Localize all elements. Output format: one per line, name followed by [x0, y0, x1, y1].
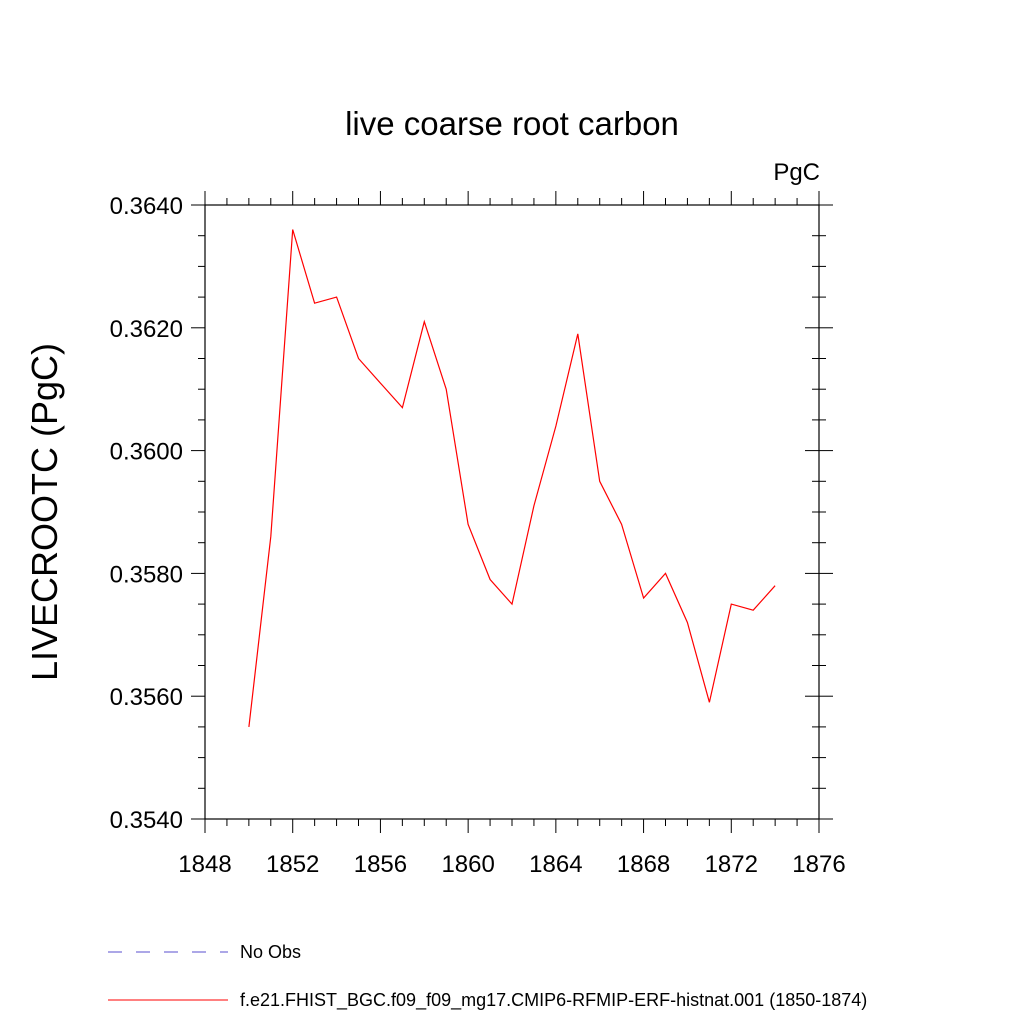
- legend-label: f.e21.FHIST_BGC.f09_f09_mg17.CMIP6-RFMIP…: [240, 990, 867, 1011]
- x-tick-label: 1848: [178, 851, 231, 878]
- y-tick-label: 0.3600: [110, 439, 183, 466]
- axis-tick-labels: 1848 1852 1856 1860 1864 1868 1872 1876 0.3540 0.…: [110, 193, 846, 878]
- legend-label: No Obs: [240, 942, 301, 962]
- y-tick-label: 0.3640: [110, 193, 183, 220]
- x-tick-label: 1872: [705, 851, 758, 878]
- y-tick-label: 0.3580: [110, 561, 183, 588]
- legend: No Obs f.e21.FHIST_BGC.f09_f09_mg17.CMIP6…: [108, 942, 867, 1011]
- y-axis-label: LIVECROOTC (PgC): [24, 343, 65, 681]
- chart-title: live coarse root carbon: [345, 105, 679, 142]
- x-tick-label: 1860: [441, 851, 494, 878]
- y-tick-label: 0.3620: [110, 316, 183, 343]
- x-tick-label: 1864: [529, 851, 582, 878]
- series-lines: [248, 229, 776, 727]
- x-tick-label: 1852: [266, 851, 319, 878]
- y-tick-label: 0.3560: [110, 684, 183, 711]
- units-label: PgC: [773, 159, 820, 186]
- x-tick-label: 1868: [617, 851, 670, 878]
- x-tick-label: 1856: [354, 851, 407, 878]
- axis-ticks: [191, 191, 833, 833]
- series-line: [248, 229, 776, 727]
- plot-frame: [204, 204, 820, 820]
- x-tick-label: 1876: [792, 851, 845, 878]
- y-tick-label: 0.3540: [110, 807, 183, 834]
